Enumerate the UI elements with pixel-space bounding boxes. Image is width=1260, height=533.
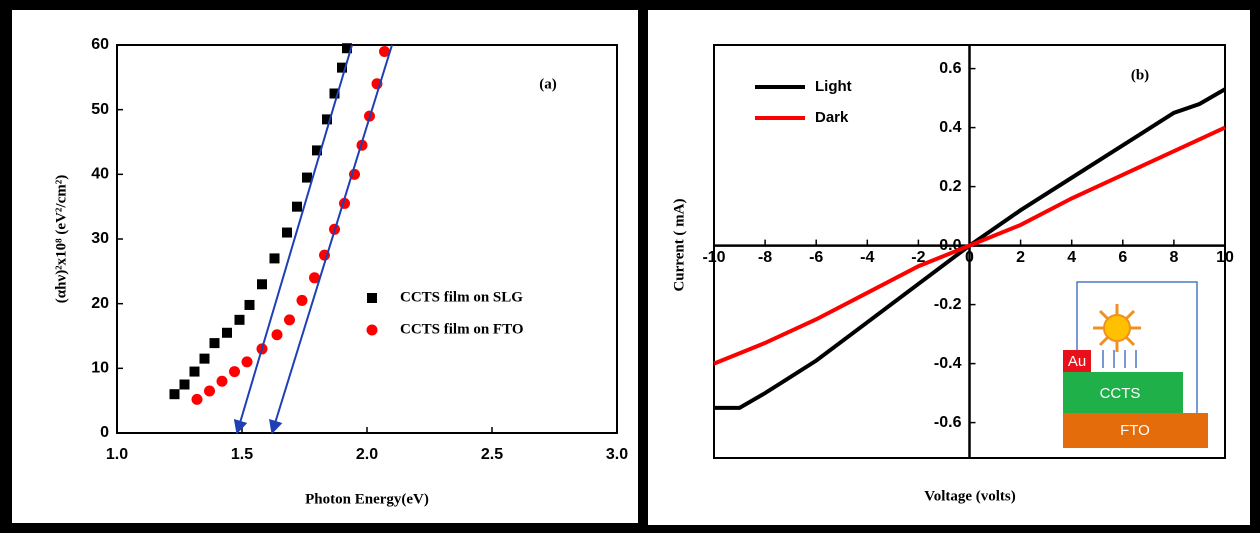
legend-label: Light [815, 78, 852, 95]
point [169, 389, 180, 400]
x-tick-label: 1.0 [106, 446, 128, 463]
y-axis-label: (αhν)²x10⁸ (eV²/cm²) [53, 175, 69, 303]
point [204, 385, 215, 397]
x-tick-label: 1.5 [231, 446, 253, 463]
point [199, 353, 210, 364]
point [296, 294, 308, 306]
y-tick-label: 60 [91, 36, 109, 53]
y-tick-label: -0.2 [934, 296, 962, 313]
x-tick-label: -8 [758, 249, 772, 266]
x-tick-label: 2 [1016, 249, 1025, 266]
x-tick-label: -6 [809, 249, 823, 266]
x-tick-label: 2.5 [481, 446, 503, 463]
x-tick-label: 4 [1067, 249, 1076, 266]
point [271, 329, 283, 341]
series-line [713, 125, 1226, 366]
legend-label: CCTS film on FTO [400, 321, 524, 337]
y-tick-label: 20 [91, 295, 109, 312]
x-axis-label: Photon Energy(eV) [305, 491, 429, 507]
point [244, 299, 255, 310]
tangent-arrow [233, 44, 353, 435]
fto-layer [1063, 413, 1208, 448]
panel-title: (a) [539, 76, 557, 92]
y-tick-label: 40 [91, 166, 109, 183]
point [209, 338, 220, 349]
x-tick-label: -10 [702, 249, 725, 266]
point [229, 366, 240, 378]
x-axis-label: Voltage (volts) [924, 488, 1016, 504]
y-axis-label: Current ( mA) [671, 198, 687, 291]
inset-label: FTO [1120, 422, 1150, 439]
point [241, 356, 253, 368]
point [191, 393, 203, 405]
point [282, 227, 292, 238]
point [379, 45, 390, 57]
inset-label: CCTS [1100, 385, 1141, 402]
point [269, 253, 280, 264]
point [284, 314, 295, 326]
point [222, 327, 232, 338]
inset-diagram: Au CCTS FTO [1063, 281, 1208, 448]
y-tick-label: 0 [100, 424, 109, 441]
point [179, 379, 190, 390]
point [309, 272, 320, 284]
au-layer [1063, 350, 1091, 372]
inset-label: Au [1068, 353, 1086, 370]
point [234, 314, 245, 325]
legend-marker [367, 293, 377, 303]
light-arrows [1102, 350, 1137, 368]
point [312, 145, 322, 156]
point [322, 114, 332, 125]
y-tick-label: -0.6 [934, 414, 962, 431]
x-tick-label: -4 [860, 249, 874, 266]
y-tick-label: 0.4 [939, 119, 961, 136]
point [302, 172, 312, 183]
point [329, 88, 340, 99]
point [216, 375, 228, 387]
sun-disc [1103, 314, 1131, 342]
y-tick-label: 10 [91, 360, 109, 377]
x-tick-label: -2 [911, 249, 925, 266]
x-tick-label: 2.0 [356, 446, 378, 463]
point [292, 201, 302, 212]
tangent-arrow [269, 44, 393, 435]
point [257, 279, 267, 290]
panel-title: (b) [1131, 67, 1149, 83]
legend-marker [366, 324, 378, 336]
point [342, 43, 352, 54]
y-tick-label: 30 [91, 230, 109, 247]
y-tick-label: 50 [91, 101, 109, 118]
y-tick-label: 0.2 [939, 178, 961, 195]
point [337, 62, 347, 73]
x-tick-label: 8 [1169, 249, 1178, 266]
legend-label: Dark [815, 109, 849, 126]
ccts-layer [1063, 372, 1183, 414]
x-tick-label: 6 [1118, 249, 1127, 266]
x-tick-label: 10 [1216, 249, 1234, 266]
y-tick-label: 0.6 [939, 60, 961, 77]
y-tick-label: -0.4 [934, 355, 962, 372]
x-tick-label: 3.0 [606, 446, 628, 463]
x-tick-label: 0 [965, 249, 974, 266]
circuit-wire [1076, 281, 1198, 413]
point [189, 366, 200, 377]
legend-label: CCTS film on SLG [400, 289, 523, 305]
